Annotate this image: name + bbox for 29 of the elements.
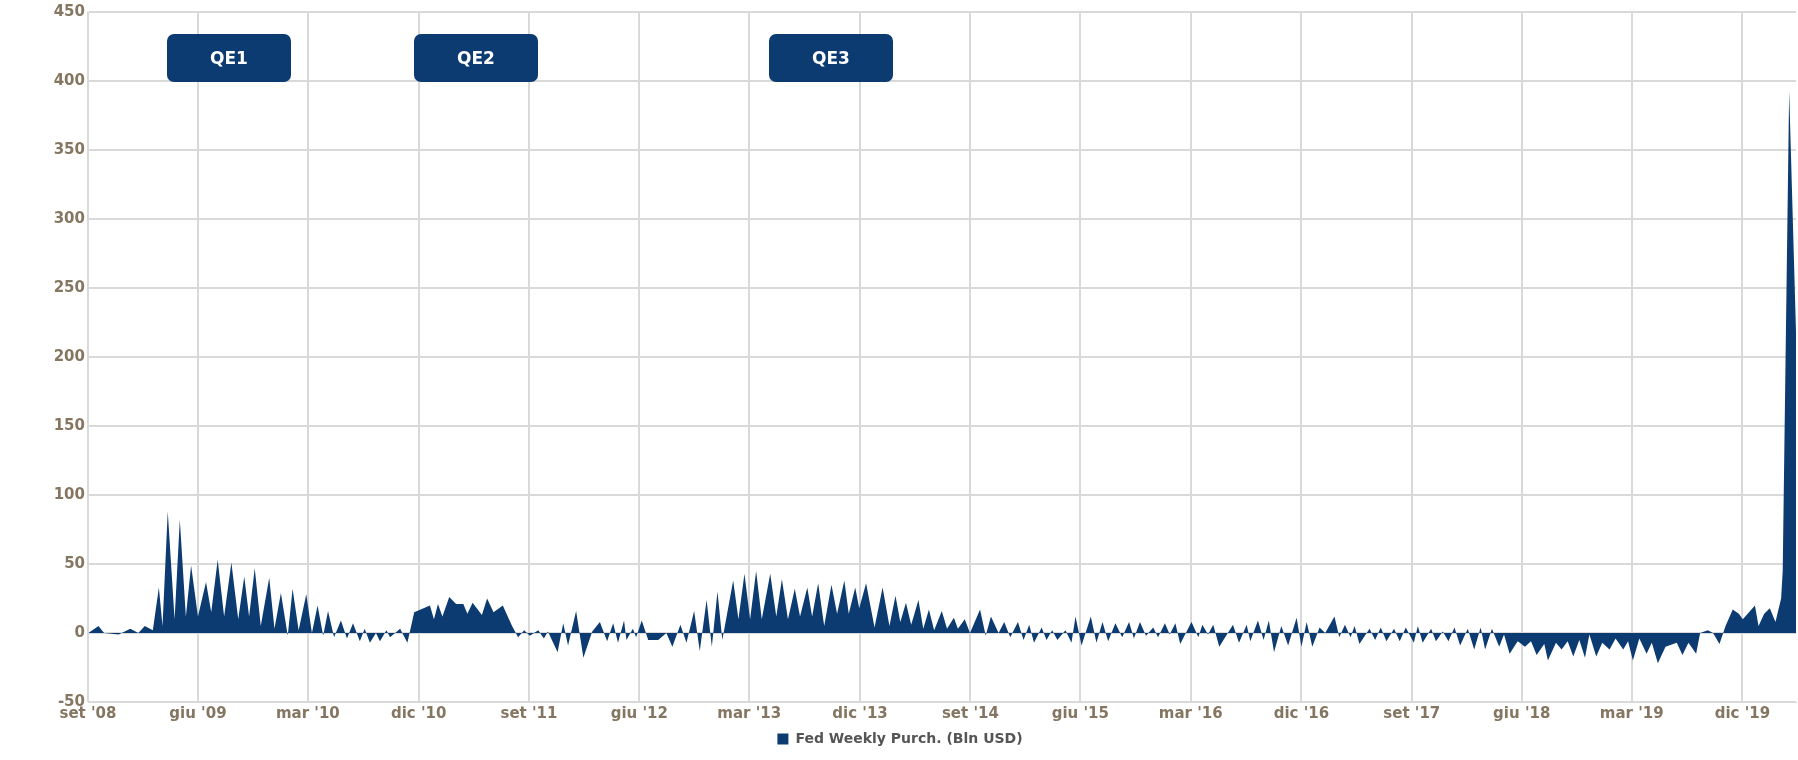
y-tick-label: 450 (53, 1, 85, 20)
y-tick-label: 200 (53, 346, 85, 365)
x-tick-label: dic '13 (832, 703, 888, 722)
y-tick-label: 250 (53, 277, 85, 296)
x-tick-label: giu '12 (610, 703, 668, 722)
x-tick-label: dic '10 (390, 703, 447, 722)
x-tick-label: mar '16 (1158, 703, 1223, 722)
y-tick-label: 400 (53, 70, 85, 89)
y-tick-label: 50 (64, 553, 85, 572)
x-tick-label: giu '09 (169, 703, 227, 722)
y-tick-label: 350 (53, 139, 85, 158)
label-badge: QE1 (167, 34, 291, 82)
x-tick-label: set '11 (500, 703, 558, 722)
legend-label: Fed Weekly Purch. (Bln USD) (795, 729, 1023, 746)
x-tick-label: set '17 (1383, 703, 1441, 722)
x-tick-label: mar '10 (275, 703, 340, 722)
x-tick-label: giu '18 (1493, 703, 1551, 722)
y-tick-label: 0 (74, 622, 85, 641)
x-tick-label: set '14 (941, 703, 999, 722)
label-badge: QE2 (414, 34, 538, 82)
label-badge: QE3 (769, 34, 893, 82)
y-tick-label: 300 (53, 208, 85, 227)
x-tick-label: dic '19 (1714, 703, 1771, 722)
y-tick-label: 100 (53, 484, 85, 503)
x-tick-label: giu '15 (1051, 703, 1109, 722)
x-tick-label: dic '16 (1273, 703, 1330, 722)
y-tick-label: 150 (53, 415, 85, 434)
x-tick-label: mar '19 (1599, 703, 1664, 722)
x-tick-label: mar '13 (717, 703, 782, 722)
